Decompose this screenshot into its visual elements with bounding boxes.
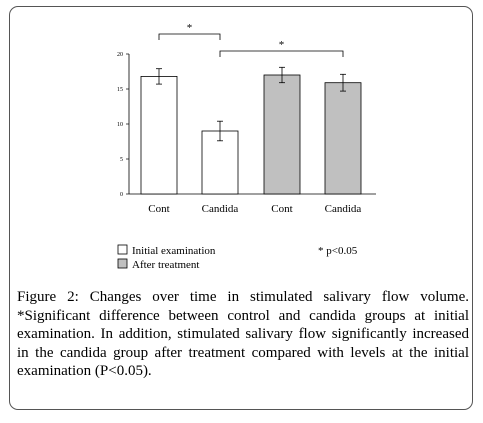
- y-tick-label: 15: [117, 87, 123, 93]
- significance-bracket: [219, 50, 344, 57]
- legend-label: After treatment: [132, 259, 200, 271]
- caption-label: Figure 2:: [17, 289, 79, 305]
- figure-caption: Figure 2: Changes over time in stimulate…: [17, 288, 469, 381]
- y-tick-label: 10: [117, 122, 123, 128]
- bar: [201, 130, 239, 195]
- significance-brackets: **: [158, 22, 344, 57]
- caption-text: Changes over time in stimulated salivary…: [17, 289, 469, 379]
- significance-note: * p<0.05: [318, 245, 358, 257]
- x-category-label: Candida: [325, 203, 362, 215]
- y-tick-label: 20: [117, 52, 123, 58]
- chart-bars: Cont Candida Cont Candida: [140, 66, 362, 215]
- bar: [263, 74, 301, 195]
- y-tick-label: 0: [120, 192, 123, 198]
- x-category-label: Cont: [271, 203, 292, 215]
- bar: [140, 76, 178, 195]
- chart-legend: Initial examination After treatment * p<0.…: [117, 244, 358, 271]
- significance-star: *: [187, 22, 193, 34]
- significance-star: *: [279, 39, 285, 51]
- legend-swatch: [117, 258, 128, 269]
- legend-label: Initial examination: [132, 245, 216, 257]
- legend-swatch: [117, 244, 128, 255]
- figure-frame: [9, 6, 473, 410]
- significance-bracket: [158, 33, 221, 40]
- x-category-label: Cont: [148, 203, 169, 215]
- x-category-label: Candida: [202, 203, 239, 215]
- bar: [324, 82, 362, 195]
- y-tick-label: 5: [120, 157, 123, 163]
